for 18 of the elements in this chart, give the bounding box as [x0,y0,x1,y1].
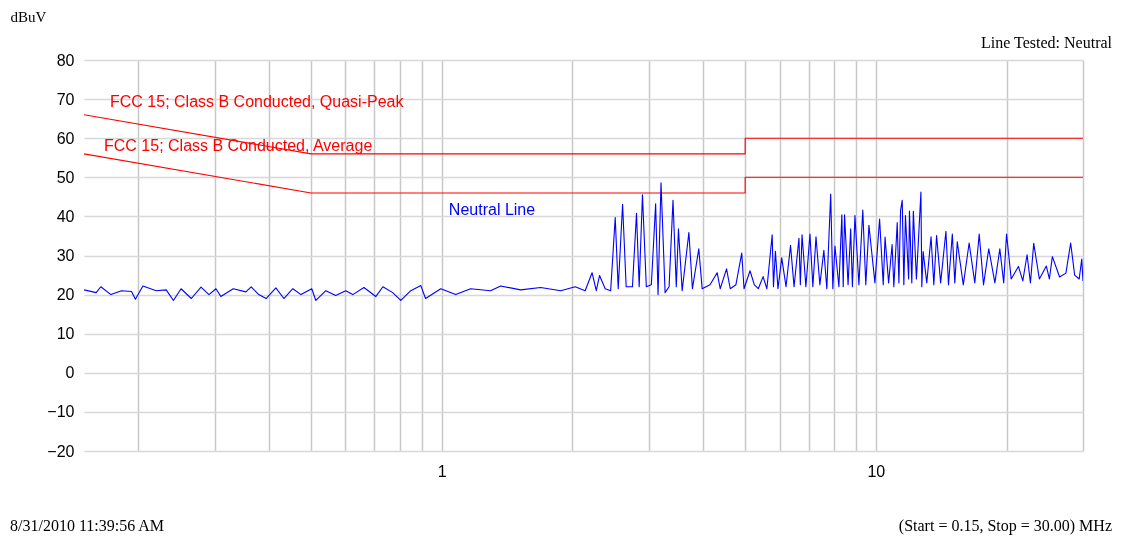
text: 8/31/2010 11:39:56 AM [10,517,165,534]
text: Neutral Line [448,201,536,218]
y-axis-title: dBuV [10,8,47,25]
y-tick-label: −10 [47,403,75,421]
y-tick-label: 10 [56,325,75,343]
y-tick-label: 20 [56,286,75,304]
chart-subtitle: Line Tested: Neutral [981,34,1113,51]
y-tick-label: 30 [56,247,75,264]
y-tick-label: 80 [56,51,75,69]
y-tick-label: 60 [56,129,75,147]
y-tick-label: 0 [65,364,75,382]
series-label: FCC 15; Class B Conducted, Quasi-Peak [110,93,405,110]
y-tick-label: −20 [47,442,75,460]
y-tick-label: 70 [56,90,75,108]
x-tick-label: 1 [437,462,447,480]
y-tick-label: 40 [56,207,75,225]
y-tick-label: 50 [56,168,75,186]
text: (Start = 0.15, Stop = 30.00) MHz [898,517,1112,535]
